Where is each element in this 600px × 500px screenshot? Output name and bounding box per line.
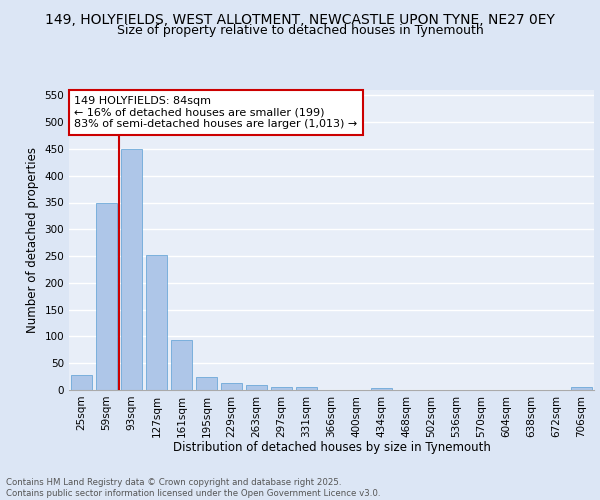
Text: Contains HM Land Registry data © Crown copyright and database right 2025.
Contai: Contains HM Land Registry data © Crown c… <box>6 478 380 498</box>
Bar <box>96 202 117 390</box>
Bar <box>246 384 267 390</box>
Bar <box>196 377 217 390</box>
Bar <box>296 387 317 390</box>
Bar <box>146 255 167 390</box>
Bar <box>271 387 292 390</box>
Text: 149 HOLYFIELDS: 84sqm
← 16% of detached houses are smaller (199)
83% of semi-det: 149 HOLYFIELDS: 84sqm ← 16% of detached … <box>74 96 358 129</box>
X-axis label: Distribution of detached houses by size in Tynemouth: Distribution of detached houses by size … <box>173 441 490 454</box>
Bar <box>121 149 142 390</box>
Bar <box>371 388 392 390</box>
Bar <box>571 388 592 390</box>
Bar <box>171 340 192 390</box>
Y-axis label: Number of detached properties: Number of detached properties <box>26 147 39 333</box>
Text: Size of property relative to detached houses in Tynemouth: Size of property relative to detached ho… <box>116 24 484 37</box>
Bar <box>71 375 92 390</box>
Bar <box>221 383 242 390</box>
Text: 149, HOLYFIELDS, WEST ALLOTMENT, NEWCASTLE UPON TYNE, NE27 0EY: 149, HOLYFIELDS, WEST ALLOTMENT, NEWCAST… <box>45 12 555 26</box>
